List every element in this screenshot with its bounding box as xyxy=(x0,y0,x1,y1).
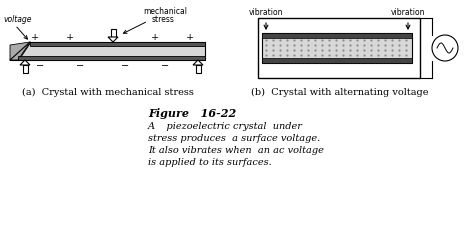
Text: +: + xyxy=(151,34,159,42)
Text: +: + xyxy=(31,34,39,42)
Text: (a)  Crystal with mechanical stress: (a) Crystal with mechanical stress xyxy=(22,88,194,97)
Text: −: − xyxy=(36,62,44,71)
Polygon shape xyxy=(18,42,205,60)
Polygon shape xyxy=(193,60,203,65)
Text: stress: stress xyxy=(152,15,175,24)
Text: is applied to its surfaces.: is applied to its surfaces. xyxy=(148,158,272,167)
Polygon shape xyxy=(111,29,115,37)
Text: stress produces  a surface voltage.: stress produces a surface voltage. xyxy=(148,134,320,143)
Polygon shape xyxy=(20,60,30,65)
Text: +: + xyxy=(66,34,74,42)
Polygon shape xyxy=(195,65,201,73)
Text: It also vibrates when  an ac voltage: It also vibrates when an ac voltage xyxy=(148,146,324,155)
Text: A    piezoelectric crystal  under: A piezoelectric crystal under xyxy=(148,122,303,131)
Bar xyxy=(262,33,412,63)
Text: −: − xyxy=(161,62,169,71)
Text: −: − xyxy=(121,62,129,71)
Bar xyxy=(258,18,420,78)
Bar xyxy=(262,58,412,63)
Text: −: − xyxy=(76,62,84,71)
Bar xyxy=(262,33,412,38)
Text: Figure   16-22: Figure 16-22 xyxy=(148,108,236,119)
Polygon shape xyxy=(10,42,30,60)
Text: voltage: voltage xyxy=(3,15,32,25)
Text: vibration: vibration xyxy=(249,8,283,17)
Text: (b)  Crystal with alternating voltage: (b) Crystal with alternating voltage xyxy=(251,88,429,97)
Text: +: + xyxy=(109,34,117,42)
Text: vibration: vibration xyxy=(391,8,425,17)
Text: mechanical: mechanical xyxy=(143,7,187,17)
Polygon shape xyxy=(30,42,205,46)
Polygon shape xyxy=(108,37,118,42)
Polygon shape xyxy=(23,65,27,73)
Text: +: + xyxy=(186,34,194,42)
Polygon shape xyxy=(18,56,205,60)
